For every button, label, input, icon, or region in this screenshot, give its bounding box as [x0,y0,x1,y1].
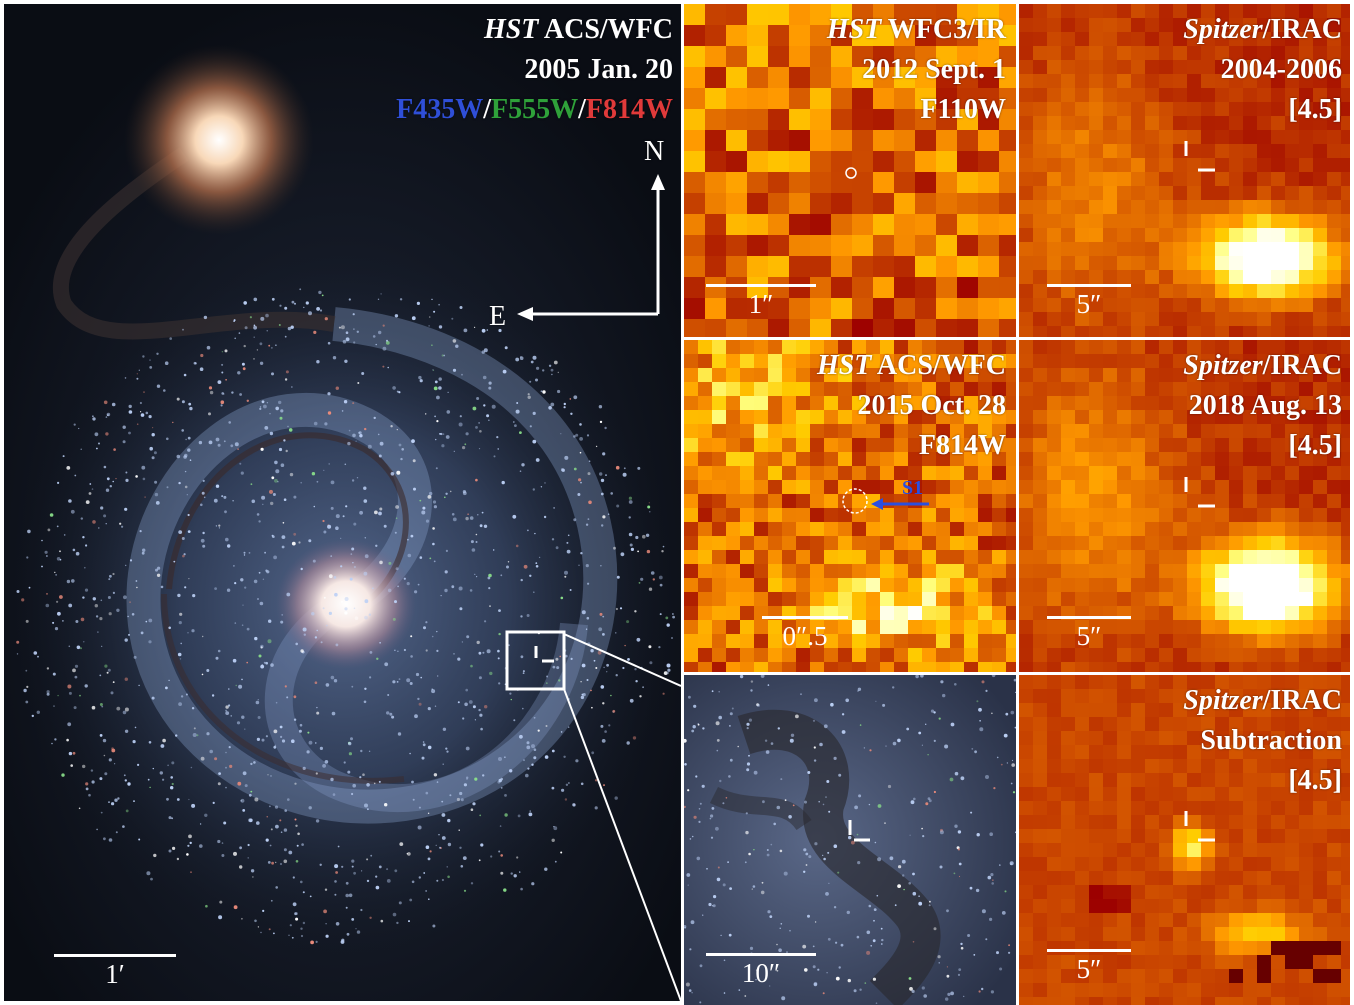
main-filters: F435W/F555W/F814W [396,94,673,125]
acs2015-panel: HST ACS/WFC 2015 Oct. 28 F814W S1 0″.5 [684,340,1016,672]
wfc3-panel: HST WFC3/IR 2012 Sept. 1 F110W 1″ [684,4,1016,337]
filter-blue: F435W [396,94,484,125]
source-s1-label: S1 [902,477,924,499]
irac1-scale-bar: 5″ [1047,284,1131,320]
galaxy-image [4,4,681,1001]
wfc3-scale-bar: 1″ [706,284,816,320]
main-scale-bar: 1′ [54,954,176,990]
zoom-panel: 10″ [684,675,1016,1005]
irac2-panel: Spitzer/IRAC 2018 Aug. 13 [4.5] 5″ [1019,340,1350,672]
zoom-scale-bar: 10″ [706,953,816,989]
main-title: HST ACS/WFC 2005 Jan. 20 F435W/F555W/F81… [396,14,673,125]
compass-e-label: E [489,301,507,332]
irac1-panel: Spitzer/IRAC 2004-2006 [4.5] 5″ [1019,4,1350,337]
main-date: 2005 Jan. 20 [524,54,673,85]
filter-green: F555W [491,94,579,125]
compass [517,174,665,321]
irac3-scale-bar: 5″ [1047,949,1131,985]
galaxy-main-panel: HST ACS/WFC 2005 Jan. 20 F435W/F555W/F81… [4,4,681,1001]
acs2015-scale-bar: 0″.5 [762,616,848,652]
star-field [16,288,675,945]
irac2-scale-bar: 5″ [1047,616,1131,652]
irac3-panel: Spitzer/IRAC Subtraction [4.5] 5″ [1019,675,1350,1005]
compass-n-label: N [644,136,665,167]
filter-red: F814W [585,94,673,125]
